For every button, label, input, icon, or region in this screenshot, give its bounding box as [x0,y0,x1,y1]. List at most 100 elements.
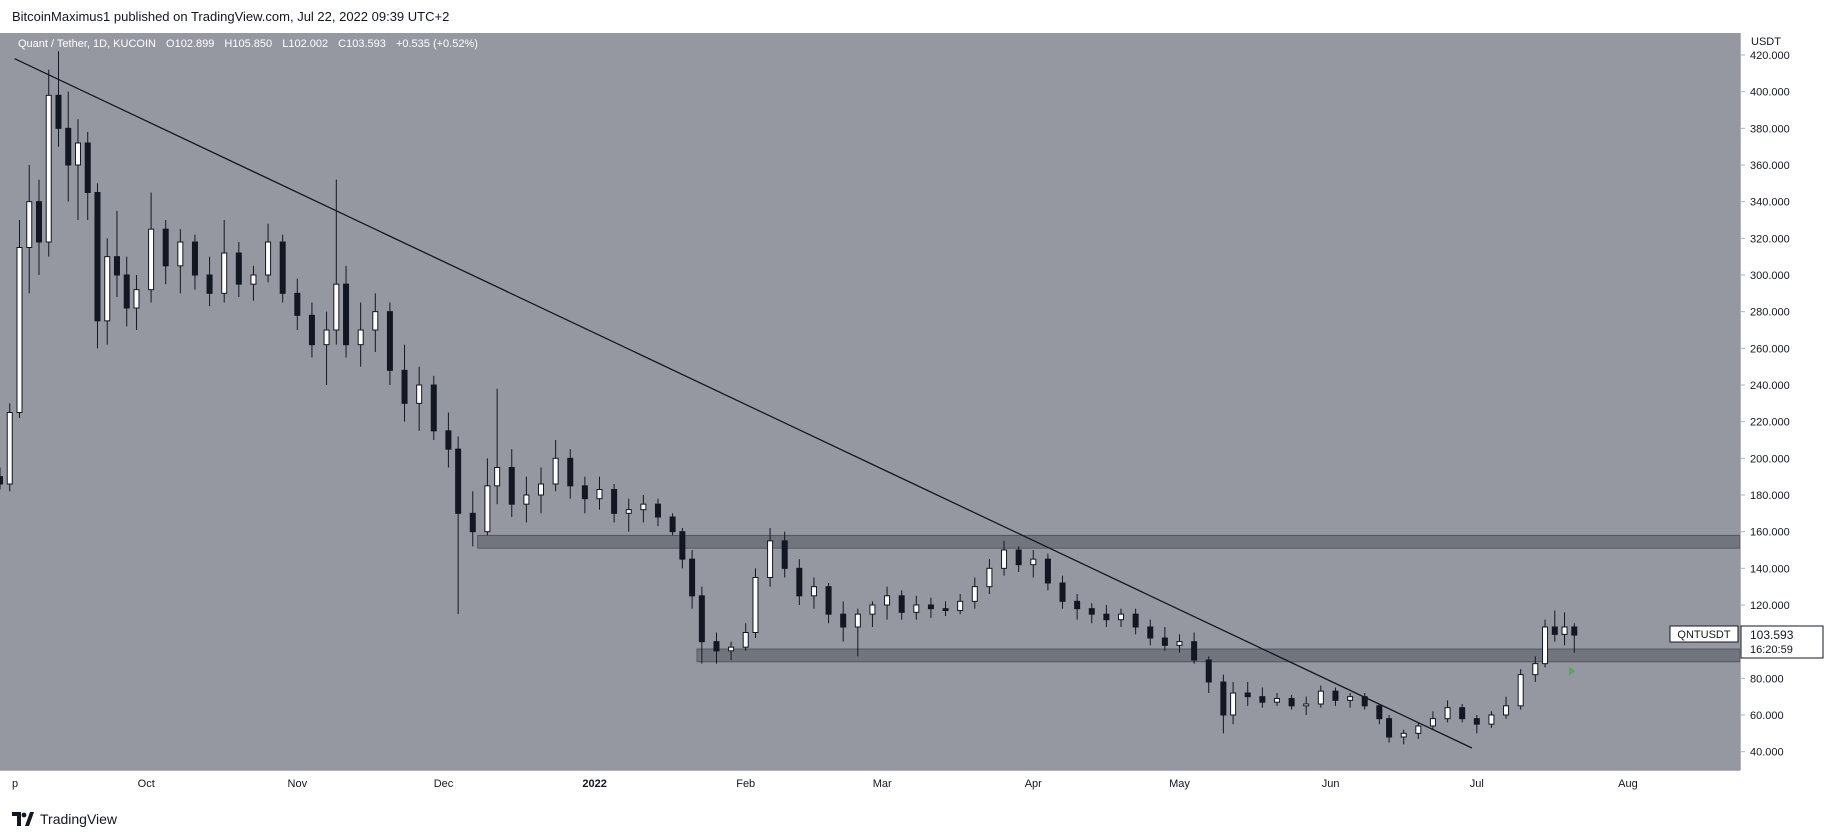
legend-close-label: C [338,38,346,50]
axis-currency: USDT [1751,36,1781,48]
footer: TradingView [0,803,1824,837]
descending-trendline [14,58,1473,749]
time-tick-label: Jul [1470,778,1484,790]
candle-body-22 [250,274,257,285]
candle-body-47 [596,489,603,500]
price-chart[interactable]: 40.00060.00080.000100.000120.000140.0001… [0,33,1824,803]
legend-change: +0.535 (+0.52%) [396,38,478,50]
publisher-bar: BitcoinMaximus1 published on TradingView… [0,0,1824,33]
legend-open-label: O [166,38,175,50]
candle-body-77 [1015,549,1022,566]
candle-body-55 [698,595,705,643]
candle-body-71 [927,604,934,610]
price-tick-label: 340.000 [1750,197,1790,209]
price-tick-label: 300.000 [1750,270,1790,282]
price-tick-label: 400.000 [1750,87,1790,99]
candle-body-34 [416,384,423,404]
candle-body-93 [1244,692,1251,698]
candle-body-40 [494,467,501,487]
time-tick-label: Dec [434,778,454,790]
candle-body-105 [1415,725,1422,734]
candle-body-54 [689,558,696,597]
candle-body-99 [1332,690,1339,701]
candle-body-41 [508,467,515,505]
candle-body-91 [1220,681,1227,716]
candle-body-14 [133,289,140,309]
candle-body-81 [1074,600,1081,610]
candle-body-69 [898,595,905,613]
candle-body-67 [869,604,876,615]
price-tick-label: 380.000 [1750,123,1790,135]
candle-body-97 [1303,703,1310,707]
candle-body-89 [1191,641,1198,661]
candle-body-50 [640,503,647,511]
candle-body-57 [728,646,735,652]
candle-body-85 [1132,613,1139,628]
price-tick-label: 60.000 [1750,710,1784,722]
horizontal-zone-2 [696,648,1741,663]
candle-body-10 [94,192,101,322]
candle-body-19 [206,274,213,294]
candle-body-31 [372,311,379,331]
plot-background [0,33,1740,770]
candle-body-52 [669,516,676,533]
candle-body-15 [148,228,155,291]
candle-body-79 [1044,558,1051,584]
candle-body-109 [1473,718,1480,725]
time-tick-label: Aug [1618,778,1638,790]
candle-body-104 [1400,732,1407,738]
last-price-value: 103.593 [1750,628,1794,642]
candle-body-28 [333,283,340,331]
candle-body-80 [1059,582,1066,602]
horizontal-zone-1 [477,534,1741,549]
candle-body-51 [654,503,661,518]
candle-body-92 [1230,692,1237,716]
candle-body-21 [235,252,242,285]
candle-body-8 [74,142,81,166]
tradingview-logo[interactable]: TradingView [12,811,117,827]
candle-body-113 [1532,663,1539,676]
symbol-tag: QNTUSDT [1669,625,1739,643]
candle-body-68 [884,595,891,606]
candle-body-9 [84,142,91,193]
ohlc-legend: Quant / Tether, 1D, KUCOIN O102.899 H105… [18,38,478,50]
candle-body-56 [713,641,720,652]
chart-area[interactable]: 40.00060.00080.000100.000120.000140.0001… [0,33,1824,803]
legend-symbol: Quant / Tether, 1D, KUCOIN [18,38,156,50]
time-axis-background[interactable] [0,770,1740,803]
price-tick-label: 420.000 [1750,50,1790,62]
price-axis-background[interactable] [1740,33,1824,803]
candle-body-103 [1386,718,1393,738]
candle-body-7 [65,127,72,166]
candle-body-86 [1147,626,1154,639]
candle-body-117 [1571,626,1578,636]
candle-body-24 [279,241,286,294]
up-arrow-marker-icon [1569,666,1575,676]
price-tick-label: 260.000 [1750,343,1790,355]
candle-body-44 [552,457,559,485]
candle-body-95 [1273,698,1280,703]
legend-open-value: 102.899 [175,38,215,50]
candle-body-108 [1459,707,1466,720]
candle-body-83 [1103,613,1110,621]
price-tick-label: 40.000 [1750,747,1784,759]
price-tick-label: 160.000 [1750,527,1790,539]
candle-body-63 [810,586,817,597]
candle-body-32 [386,311,393,371]
candle-body-2 [16,247,23,413]
candle-body-30 [357,329,364,346]
candle-body-98 [1317,690,1324,705]
time-tick-label: May [1169,778,1190,790]
candle-body-3 [26,201,33,249]
price-tick-label: 360.000 [1750,160,1790,172]
candle-body-20 [221,252,228,294]
candle-body-60 [767,540,774,579]
price-tick-label: 220.000 [1750,417,1790,429]
time-tick-label: 2022 [582,778,606,790]
candle-body-114 [1542,626,1549,665]
candle-body-102 [1376,705,1383,720]
price-tick-label: 80.000 [1750,673,1784,685]
footer-brand: TradingView [40,811,118,827]
candle-body-100 [1347,696,1354,701]
candle-body-39 [484,485,491,533]
